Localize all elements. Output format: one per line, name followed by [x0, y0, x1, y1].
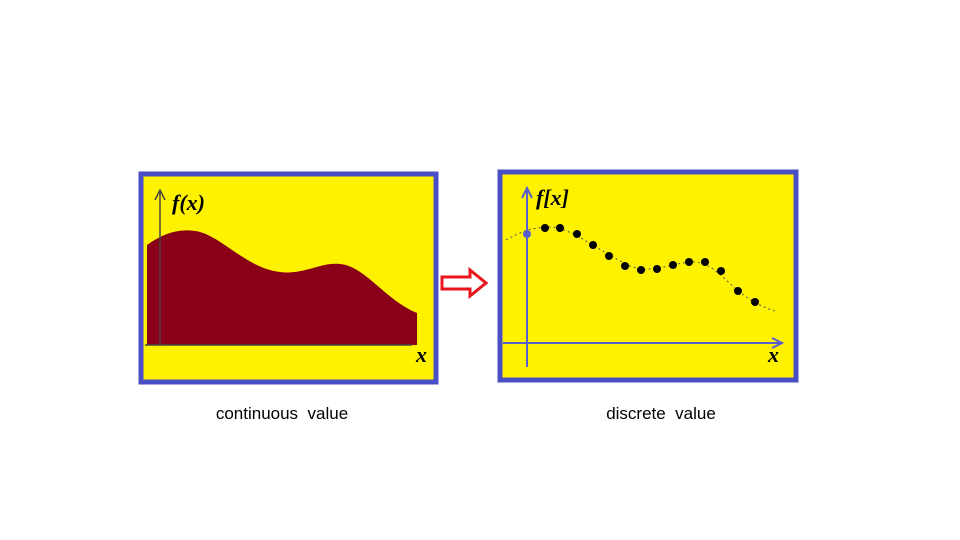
sample-dot [556, 224, 564, 232]
sample-dot [717, 267, 725, 275]
sample-dot [573, 230, 581, 238]
right-panel [497, 169, 799, 383]
left-caption: continuous value [216, 404, 348, 423]
sample-dot [734, 287, 742, 295]
continuous-area [147, 230, 417, 345]
sample-dot [605, 252, 613, 260]
left-x-label: x [415, 342, 427, 367]
right-x-arrow [771, 337, 785, 349]
sample-dot [653, 265, 661, 273]
sample-dot [751, 298, 759, 306]
left-y-label: f(x) [172, 190, 205, 215]
sample-dot [523, 230, 531, 238]
samples [523, 224, 759, 306]
right-y-label: f[x] [536, 185, 569, 210]
sample-dot [621, 262, 629, 270]
right-y-arrow [521, 185, 533, 199]
transform-arrow [440, 266, 489, 300]
right-caption: discrete value [606, 404, 716, 423]
sample-dot [541, 224, 549, 232]
sample-dot [669, 261, 677, 269]
sample-dot [637, 266, 645, 274]
sample-dot [685, 258, 693, 266]
left-y-arrow [154, 188, 166, 201]
right-x-label: x [767, 342, 779, 367]
sample-dot [589, 241, 597, 249]
sample-dot [701, 258, 709, 266]
